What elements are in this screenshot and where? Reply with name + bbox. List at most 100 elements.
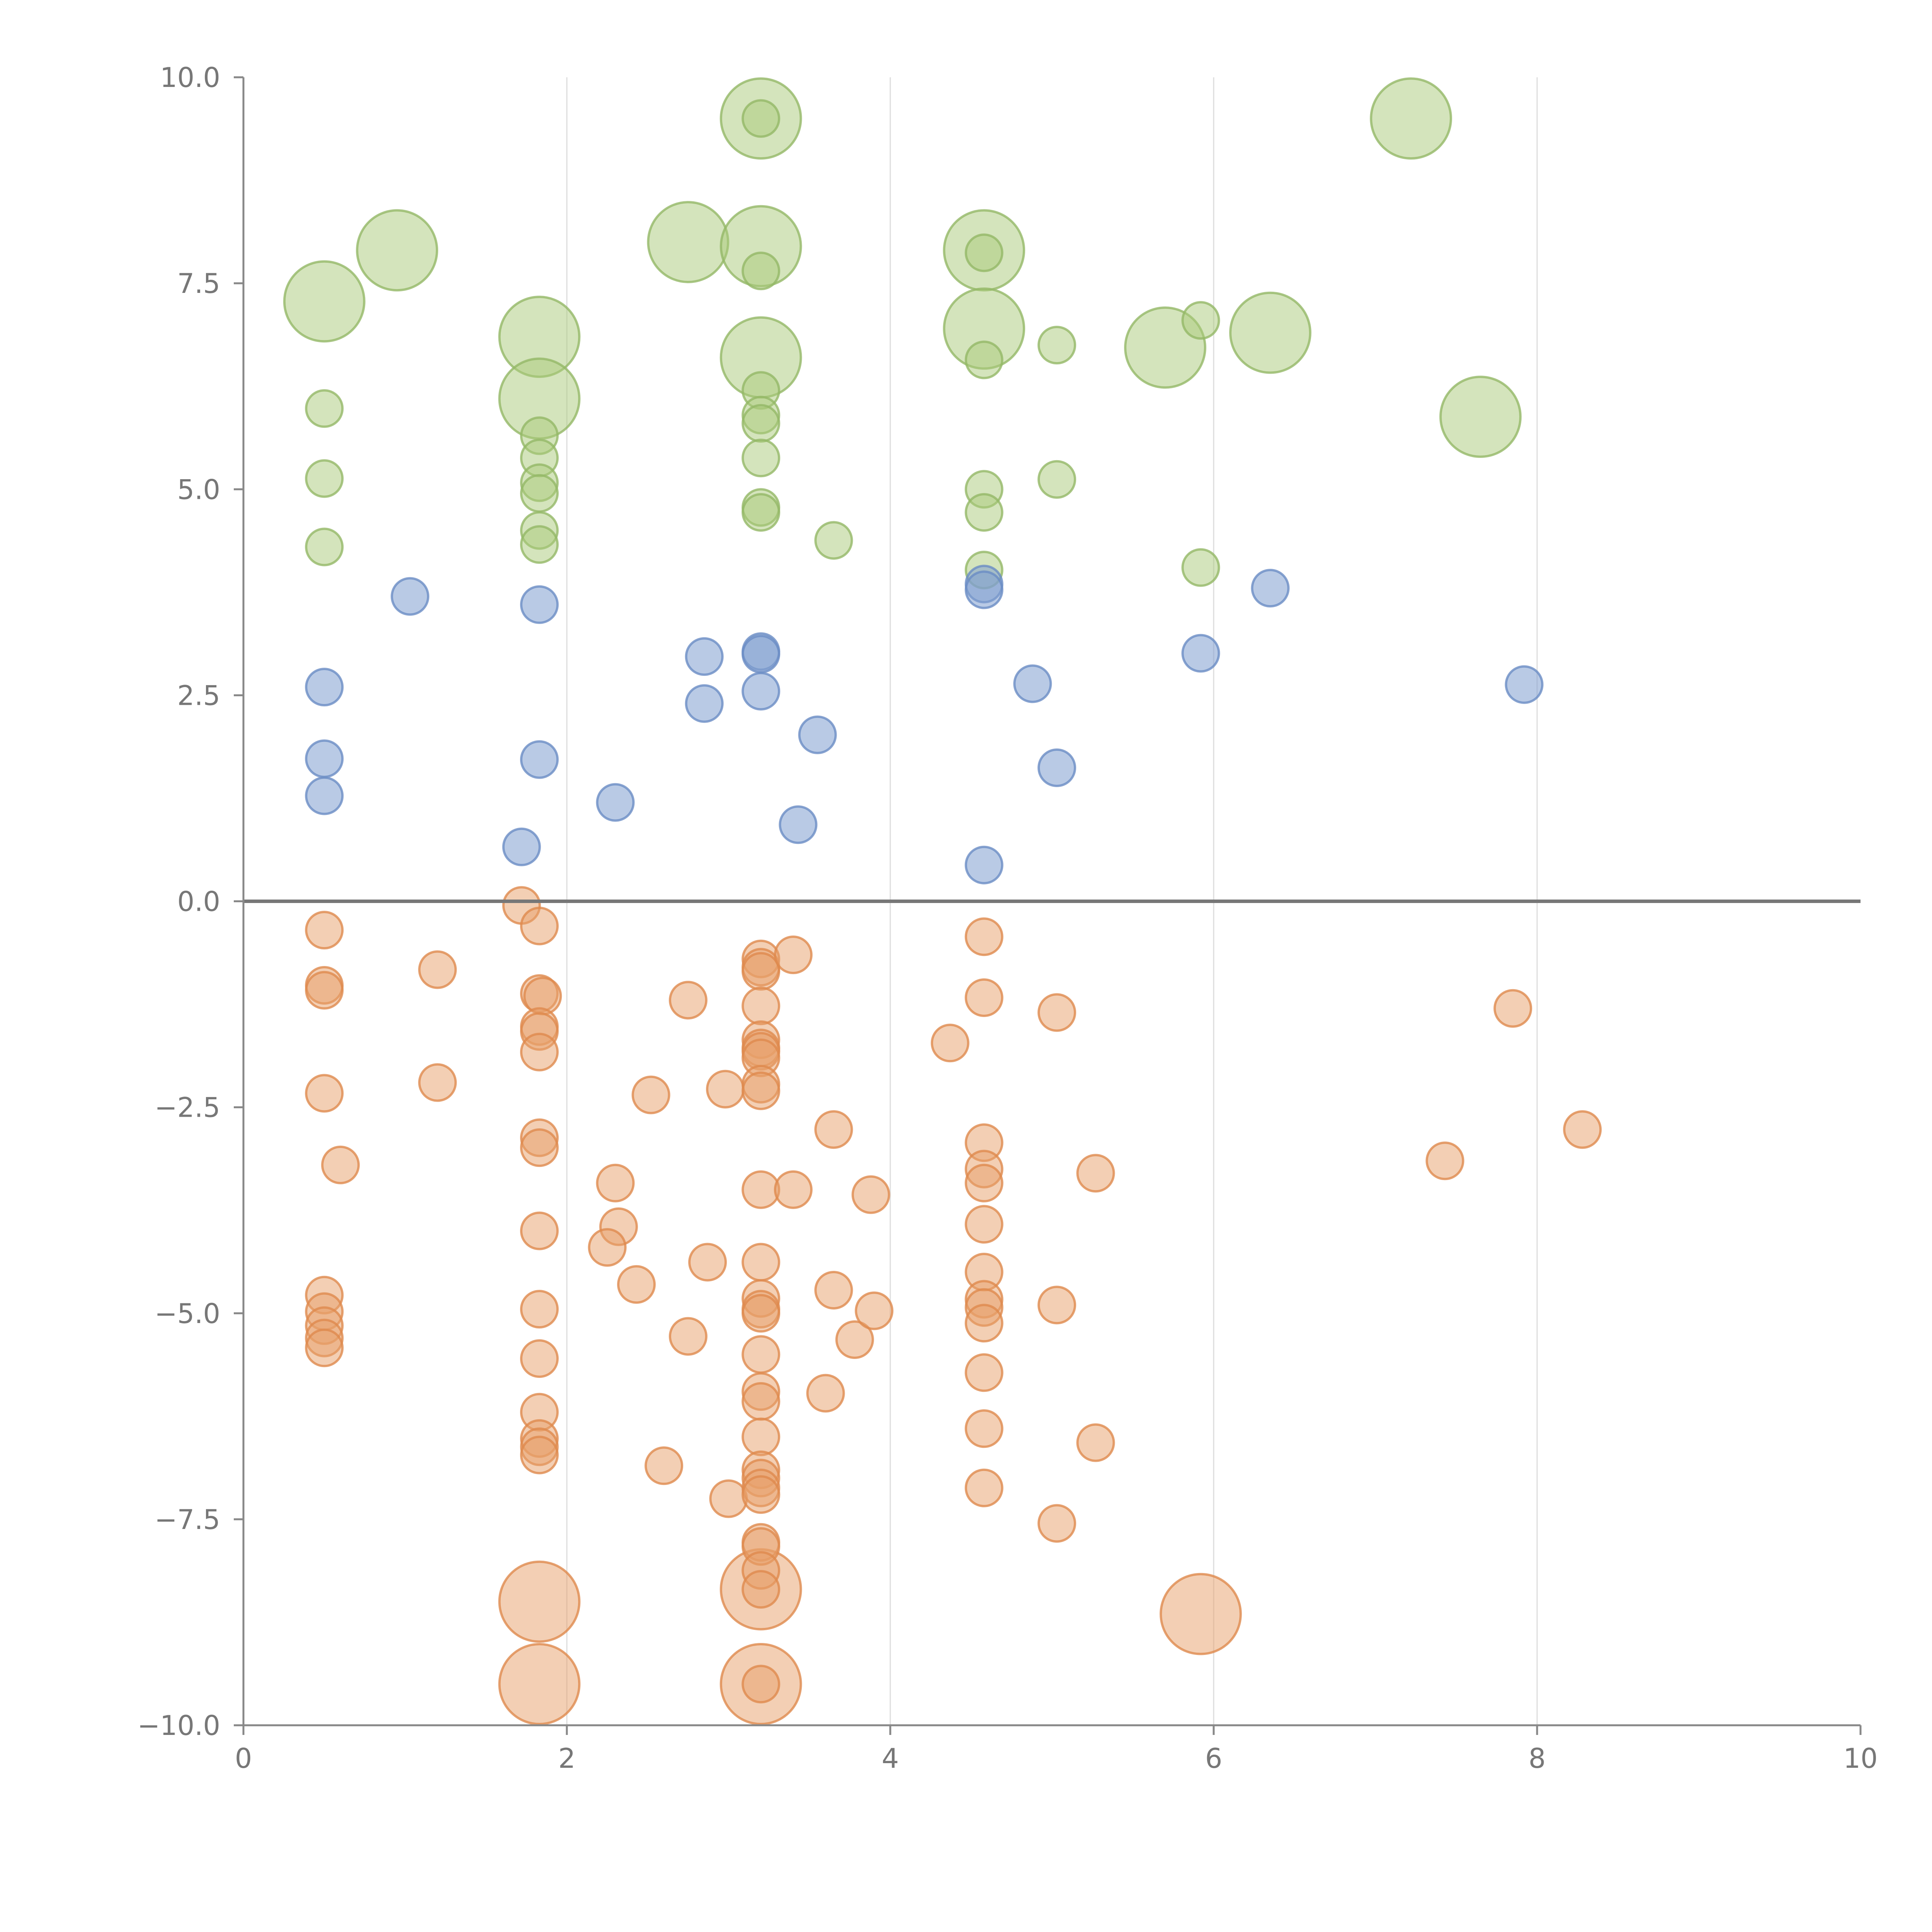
data-points <box>283 77 1602 1725</box>
data-point <box>520 1339 559 1378</box>
data-point <box>305 911 344 950</box>
data-point <box>742 1417 781 1456</box>
y-tick-label: 2.5 <box>177 680 220 711</box>
data-point <box>855 1291 894 1330</box>
y-tick-label: −2.5 <box>155 1092 220 1124</box>
data-point <box>1181 548 1220 587</box>
data-point <box>1425 1141 1464 1180</box>
data-point <box>1037 460 1077 499</box>
data-point <box>742 1170 781 1209</box>
y-tick-label: 0.0 <box>177 886 220 918</box>
x-tick-label: 0 <box>235 1743 252 1774</box>
x-axis-ticks: 0 2 4 6 8 10 <box>235 1725 1878 1774</box>
data-point <box>596 1163 635 1202</box>
data-point <box>1076 1423 1115 1462</box>
data-point <box>1493 989 1532 1028</box>
data-point <box>283 260 366 343</box>
data-point <box>520 1211 559 1250</box>
x-tick-label: 4 <box>882 1743 899 1774</box>
data-point <box>1370 77 1452 160</box>
data-point <box>498 1643 581 1725</box>
data-point <box>742 952 781 991</box>
data-point <box>779 805 818 844</box>
data-point <box>742 439 781 478</box>
data-point <box>305 971 344 1010</box>
y-tick-label: −5.0 <box>155 1298 220 1330</box>
data-point <box>742 1335 781 1374</box>
data-point <box>742 252 781 291</box>
data-point <box>835 1320 874 1359</box>
data-point <box>930 1024 969 1063</box>
data-point <box>356 209 438 292</box>
data-point <box>851 1175 890 1214</box>
data-point <box>742 99 781 138</box>
data-point <box>1181 634 1220 673</box>
data-point <box>1181 301 1220 340</box>
data-point <box>706 1070 745 1109</box>
data-point <box>742 1570 781 1609</box>
data-point <box>418 950 457 989</box>
data-point <box>1013 664 1052 703</box>
data-point <box>742 672 781 711</box>
data-point <box>964 493 1003 532</box>
data-point <box>418 1063 457 1102</box>
data-point <box>520 1435 559 1475</box>
data-point <box>1229 291 1311 374</box>
data-point <box>964 1409 1003 1448</box>
data-point <box>391 577 430 616</box>
data-point <box>596 783 635 822</box>
data-point <box>964 1163 1003 1202</box>
data-point <box>964 978 1003 1017</box>
y-tick-label: 7.5 <box>177 268 220 299</box>
data-point <box>647 201 730 283</box>
data-point <box>305 527 344 566</box>
data-point <box>305 739 344 778</box>
data-point <box>305 668 344 707</box>
data-point <box>1037 326 1077 365</box>
data-point <box>774 935 813 975</box>
data-point <box>798 715 837 754</box>
data-point <box>668 981 707 1020</box>
data-point <box>1563 1110 1602 1149</box>
data-point <box>1037 748 1077 787</box>
x-tick-label: 8 <box>1529 1743 1546 1774</box>
data-point <box>520 1032 559 1071</box>
data-point <box>685 684 724 723</box>
series-negative <box>305 886 1602 1725</box>
y-axis-ticks: −10.0 −7.5 −5.0 −2.5 0.0 2.5 5.0 7.5 10.0 <box>137 62 243 1742</box>
axes <box>242 77 1861 1726</box>
data-point <box>305 776 344 815</box>
data-point <box>964 340 1003 379</box>
data-point <box>964 233 1003 272</box>
data-point <box>645 1446 684 1485</box>
data-point <box>631 1075 670 1114</box>
data-point <box>1439 376 1522 458</box>
data-point <box>520 525 559 564</box>
x-tick-label: 2 <box>558 1743 576 1774</box>
data-point <box>742 634 781 673</box>
data-point <box>588 1228 627 1267</box>
data-point <box>742 1243 781 1282</box>
data-point <box>964 1304 1003 1343</box>
x-tick-label: 6 <box>1205 1743 1223 1774</box>
data-point <box>498 1560 581 1643</box>
data-point <box>964 1353 1003 1392</box>
data-point <box>709 1479 748 1518</box>
data-point <box>1037 993 1077 1032</box>
data-point <box>305 389 344 428</box>
data-point <box>1076 1154 1115 1193</box>
series-positive-low <box>305 565 1544 884</box>
data-point <box>305 459 344 498</box>
data-point <box>321 1145 360 1184</box>
data-point <box>964 845 1003 884</box>
data-point <box>1037 1504 1077 1543</box>
data-point <box>688 1243 727 1282</box>
data-point <box>742 1071 781 1110</box>
data-point <box>1037 1286 1077 1325</box>
data-point <box>742 404 781 443</box>
y-tick-label: −10.0 <box>137 1710 220 1742</box>
data-point <box>1505 665 1544 704</box>
data-point <box>774 1170 813 1209</box>
data-point <box>964 1205 1003 1244</box>
